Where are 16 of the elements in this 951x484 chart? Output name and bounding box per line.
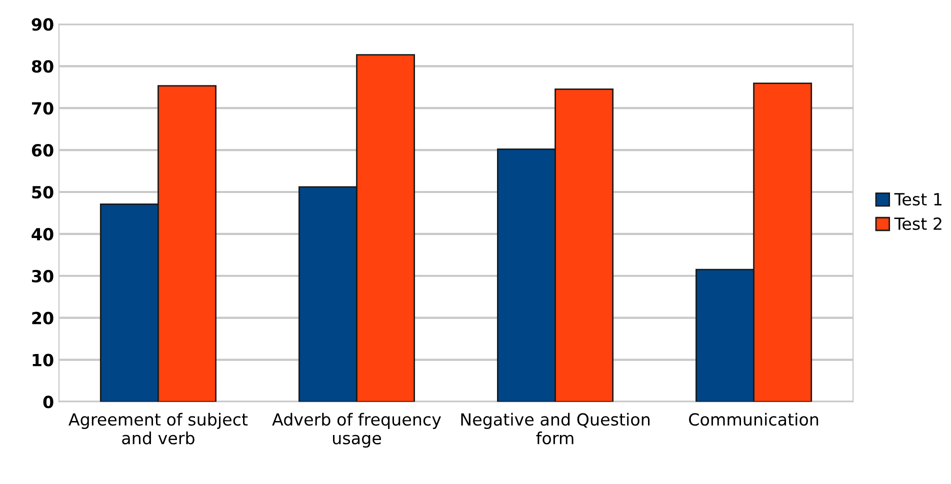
y-tick-label: 50 — [32, 186, 54, 199]
x-tick-label: Agreement of subject and verb — [68, 412, 248, 444]
y-tick-label: 60 — [32, 144, 54, 157]
y-tick-label: 0 — [43, 396, 54, 408]
legend-label: Test 1 — [894, 193, 942, 206]
y-tick-label: 20 — [32, 312, 54, 324]
y-tick-label: 30 — [32, 270, 54, 282]
y-tick-label: 10 — [32, 354, 54, 366]
legend-label: Test 2 — [894, 217, 942, 230]
y-tick-label: 40 — [32, 228, 54, 240]
x-tick-label: Negative and Question form — [461, 412, 650, 444]
y-tick-label: 90 — [32, 18, 54, 31]
y-tick-label: 80 — [32, 60, 54, 73]
y-tick-label: 70 — [32, 102, 54, 115]
x-tick-label: Adverb of frequency usage — [272, 412, 441, 448]
x-tick-label: Communication — [689, 412, 818, 426]
